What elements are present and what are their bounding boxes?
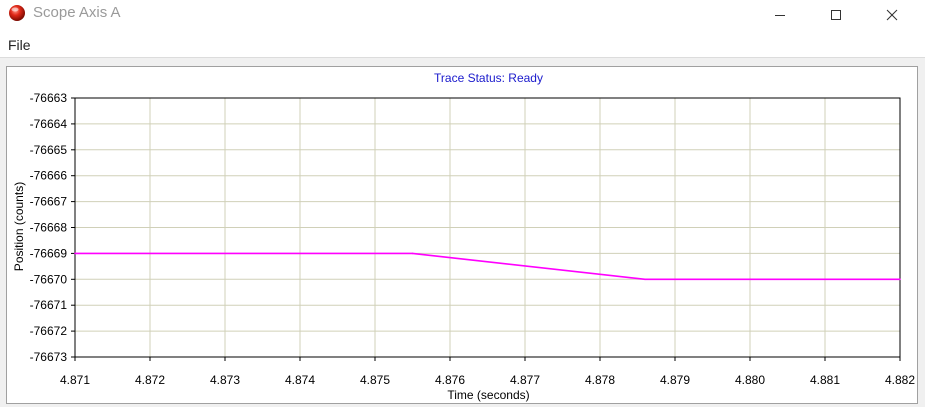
y-tick-label: -76663 — [30, 91, 68, 105]
y-tick-label: -76668 — [30, 221, 68, 235]
y-tick-label: -76665 — [30, 143, 68, 157]
y-tick-label: -76669 — [30, 246, 68, 260]
x-tick-label: 4.875 — [360, 373, 390, 387]
x-tick-label: 4.874 — [285, 373, 315, 387]
x-tick-label: 4.873 — [210, 373, 240, 387]
y-tick-label: -76667 — [30, 195, 68, 209]
minimize-icon — [775, 15, 785, 16]
red-orb-icon — [9, 5, 25, 21]
x-tick-label: 4.880 — [735, 373, 765, 387]
trace-point — [644, 278, 646, 281]
x-tick-label: 4.872 — [135, 373, 165, 387]
x-axis-label: Time (seconds) — [447, 388, 529, 402]
menu-file[interactable]: File — [8, 37, 31, 53]
x-tick-label: 4.877 — [510, 373, 540, 387]
y-tick-label: -76666 — [30, 169, 68, 183]
menu-separator — [0, 57, 925, 58]
y-tick-label: -76670 — [30, 272, 68, 286]
maximize-button[interactable] — [813, 0, 859, 30]
trace-point — [411, 252, 414, 255]
plot-frame — [74, 97, 901, 358]
trace-point — [899, 278, 901, 281]
trace-point — [74, 252, 76, 255]
y-tick-label: -76671 — [30, 298, 68, 312]
maximize-icon — [831, 10, 841, 20]
x-tick-label: 4.879 — [660, 373, 690, 387]
x-tick-label: 4.882 — [885, 373, 915, 387]
x-tick-label: 4.876 — [435, 373, 465, 387]
window-title: Scope Axis A — [33, 4, 121, 21]
title-bar[interactable]: Scope Axis A — [0, 0, 925, 30]
trace-status-label: Trace Status: Ready — [434, 71, 543, 85]
x-tick-label: 4.881 — [810, 373, 840, 387]
close-icon — [886, 9, 898, 21]
menu-bar: File — [0, 33, 925, 57]
trace-line-0 — [75, 252, 900, 281]
y-tick-label: -76672 — [30, 324, 68, 338]
y-tick-label: -76673 — [30, 350, 68, 364]
minimize-button[interactable] — [757, 0, 803, 30]
y-axis-label: Position (counts) — [12, 182, 26, 271]
y-tick-label: -76664 — [30, 117, 68, 131]
x-tick-label: 4.871 — [60, 373, 90, 387]
scope-panel — [6, 66, 918, 404]
x-tick-label: 4.878 — [585, 373, 615, 387]
close-button[interactable] — [869, 0, 915, 30]
